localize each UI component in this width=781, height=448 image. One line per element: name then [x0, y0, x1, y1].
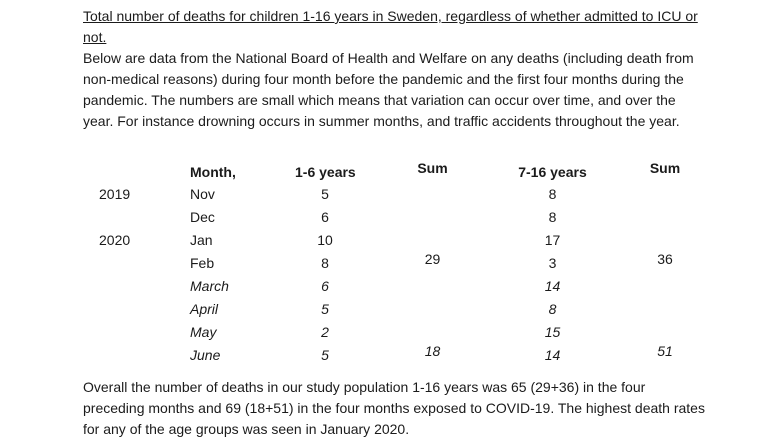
table-row: May 2 15 [99, 321, 735, 344]
age-1-6-header: 1-6 years [295, 164, 356, 180]
age-7-16-cell: 8 [548, 301, 557, 317]
summary-line: Overall the number of deaths in our stud… [83, 379, 646, 395]
summary-line: preceding months and 69 (18+51) in the f… [83, 400, 705, 416]
sum-1-6-header: Sum [417, 160, 448, 176]
table-row: March 6 14 [99, 275, 735, 298]
table-row: 2019 Nov 5 8 [99, 183, 735, 206]
age-7-16-cell: 14 [544, 278, 561, 294]
title-and-intro-block: Total number of deaths for children 1-16… [83, 6, 698, 132]
table-row: June 5 18 14 51 [99, 343, 735, 367]
age-7-16-header: 7-16 years [518, 164, 587, 180]
table-row: Dec 6 8 [99, 206, 735, 229]
age-1-6-cell: 10 [317, 232, 333, 248]
age-1-6-cell: 8 [321, 255, 329, 271]
age-1-6-cell: 6 [321, 209, 329, 225]
sum-7-16-header: Sum [649, 160, 681, 176]
age-7-16-cell: 8 [548, 186, 557, 202]
document-title-line-1: Total number of deaths for children 1-16… [83, 8, 698, 24]
sum-7-16-cell: 51 [657, 343, 673, 359]
table-row: 2020 Jan 10 17 [99, 229, 735, 252]
month-cell: March [190, 278, 229, 294]
age-1-6-cell: 5 [321, 347, 329, 363]
age-1-6-cell: 5 [321, 186, 329, 202]
sum-1-6-cell: 29 [424, 251, 441, 267]
month-cell: Dec [190, 209, 215, 225]
age-1-6-cell: 5 [321, 301, 329, 317]
month-cell: April [190, 301, 219, 317]
month-cell: Jan [190, 232, 213, 248]
summary-line: for any of the age groups was seen in Ja… [83, 421, 410, 437]
month-cell: May [190, 324, 217, 340]
age-7-16-cell: 17 [544, 232, 561, 248]
age-7-16-cell: 15 [544, 324, 561, 340]
table-row: Feb 8 29 3 36 [99, 251, 735, 275]
deaths-table: Month, 1-6 years Sum 7-16 years Sum 2019… [99, 160, 735, 367]
age-1-6-cell: 6 [321, 278, 329, 294]
month-header: Month, [190, 164, 236, 180]
month-cell: June [190, 347, 221, 363]
age-1-6-cell: 2 [321, 324, 329, 340]
year-cell: 2019 [99, 186, 131, 202]
document-title-line-2: not. [83, 29, 107, 45]
intro-paragraph-line: pandemic. The numbers are small which me… [83, 92, 676, 108]
table-header-row: Month, 1-6 years Sum 7-16 years Sum [99, 160, 735, 183]
year-cell: 2020 [99, 232, 131, 248]
sum-7-16-cell: 36 [657, 251, 673, 267]
age-7-16-cell: 14 [544, 347, 561, 363]
intro-paragraph-line: Below are data from the National Board o… [83, 50, 694, 66]
age-7-16-cell: 3 [548, 255, 557, 271]
table-row: April 5 8 [99, 298, 735, 321]
intro-paragraph-line: non-medical reasons) during four month b… [83, 71, 684, 87]
sum-1-6-cell: 18 [424, 343, 441, 359]
month-cell: Nov [190, 186, 215, 202]
summary-paragraph: Overall the number of deaths in our stud… [83, 377, 705, 440]
age-7-16-cell: 8 [548, 209, 557, 225]
intro-paragraph-line: year. For instance drowning occurs in su… [83, 113, 680, 129]
month-cell: Feb [190, 255, 215, 271]
